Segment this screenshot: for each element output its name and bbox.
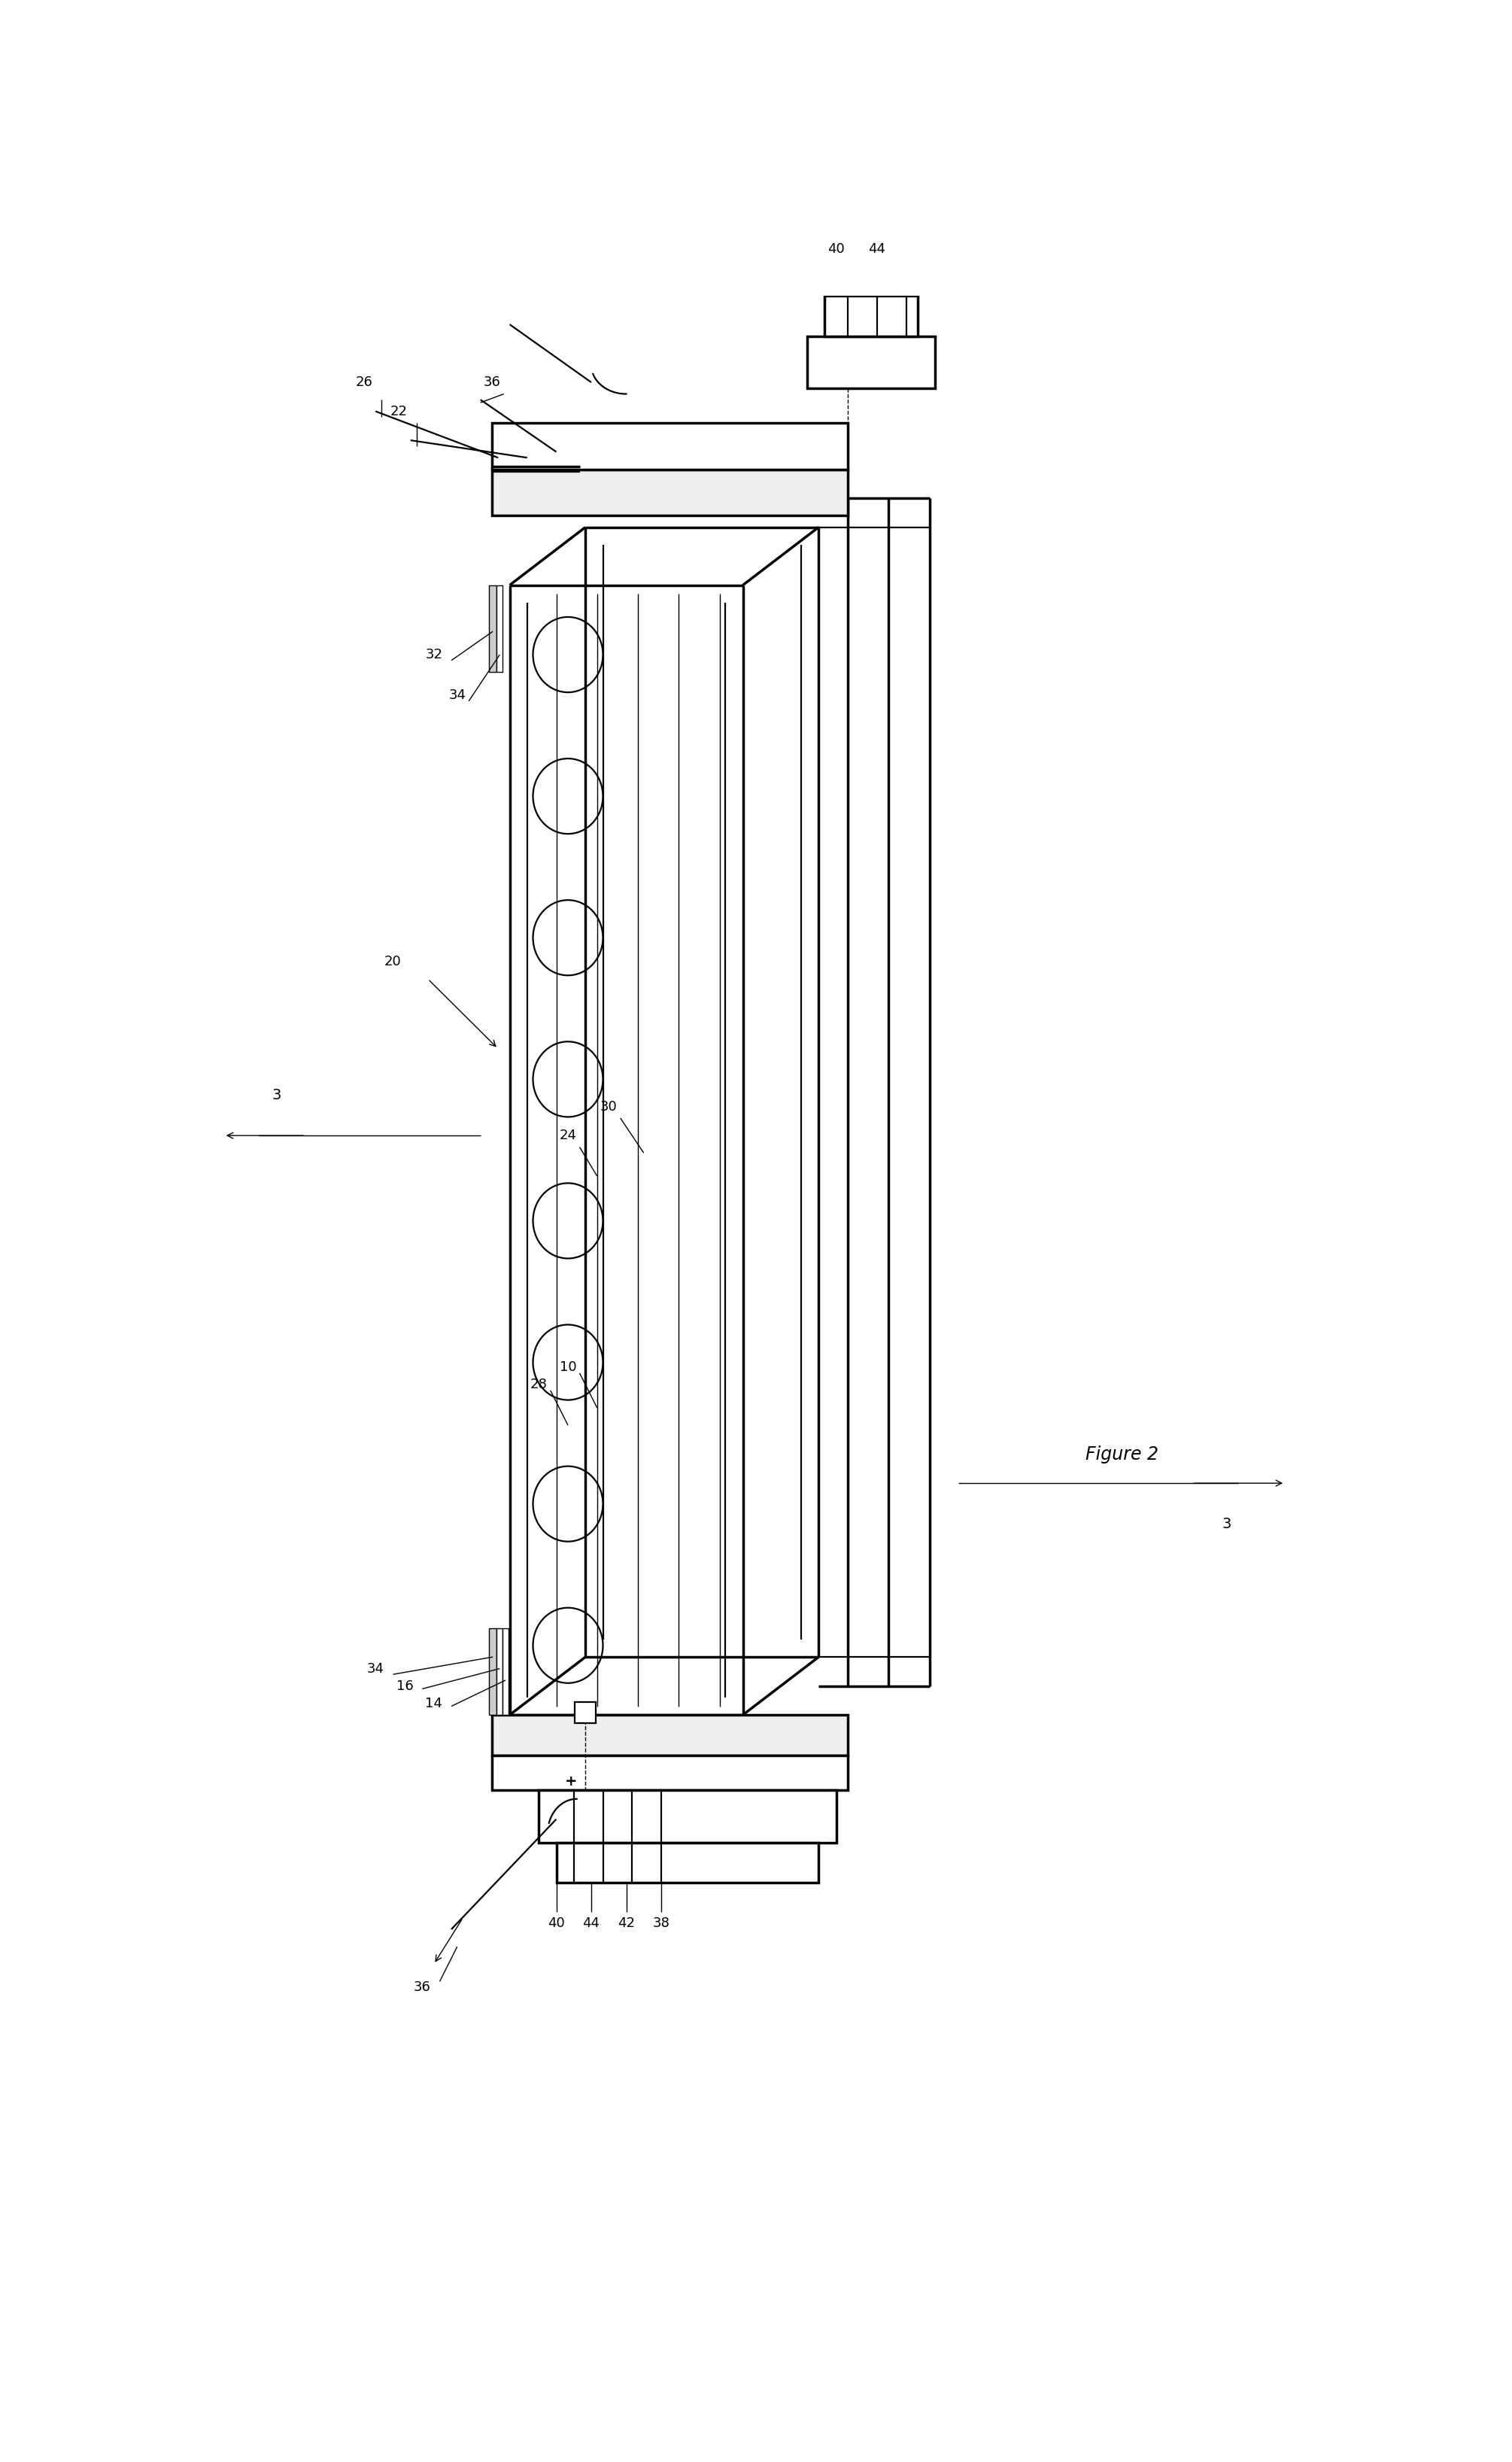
Text: 14: 14 <box>425 1696 443 1711</box>
Text: 36: 36 <box>484 377 500 389</box>
Text: 40: 40 <box>827 241 845 256</box>
Bar <box>497 1627 502 1716</box>
Text: 40: 40 <box>547 1918 565 1930</box>
Text: 34: 34 <box>367 1662 384 1674</box>
Text: Figure 2: Figure 2 <box>1086 1445 1158 1462</box>
Text: 3: 3 <box>1222 1517 1231 1531</box>
Text: 44: 44 <box>582 1918 600 1930</box>
Text: 44: 44 <box>868 241 886 256</box>
Bar <box>490 1627 496 1716</box>
Text: 10: 10 <box>559 1361 576 1374</box>
Text: 16: 16 <box>396 1679 413 1694</box>
Bar <box>556 1842 818 1883</box>
Bar <box>491 1755 848 1790</box>
Bar <box>502 1627 508 1716</box>
Text: 34: 34 <box>449 689 466 702</box>
Text: 42: 42 <box>617 1918 635 1930</box>
Bar <box>491 470 848 515</box>
Text: 26: 26 <box>355 377 372 389</box>
Text: 30: 30 <box>600 1101 617 1113</box>
Text: 20: 20 <box>384 955 402 968</box>
Text: +: + <box>564 1775 578 1790</box>
Text: 32: 32 <box>425 648 443 662</box>
Bar <box>497 586 502 672</box>
Bar <box>575 1701 596 1723</box>
Text: 24: 24 <box>559 1128 576 1142</box>
Text: 28: 28 <box>531 1379 547 1391</box>
Bar <box>807 335 936 389</box>
Bar <box>491 1716 848 1755</box>
Bar <box>490 586 496 672</box>
Text: 38: 38 <box>653 1918 670 1930</box>
Bar <box>538 1790 836 1842</box>
Text: 22: 22 <box>390 404 408 419</box>
Text: 3: 3 <box>272 1088 281 1103</box>
Bar <box>491 423 848 470</box>
Text: 36: 36 <box>414 1979 431 1994</box>
Bar <box>824 295 918 335</box>
